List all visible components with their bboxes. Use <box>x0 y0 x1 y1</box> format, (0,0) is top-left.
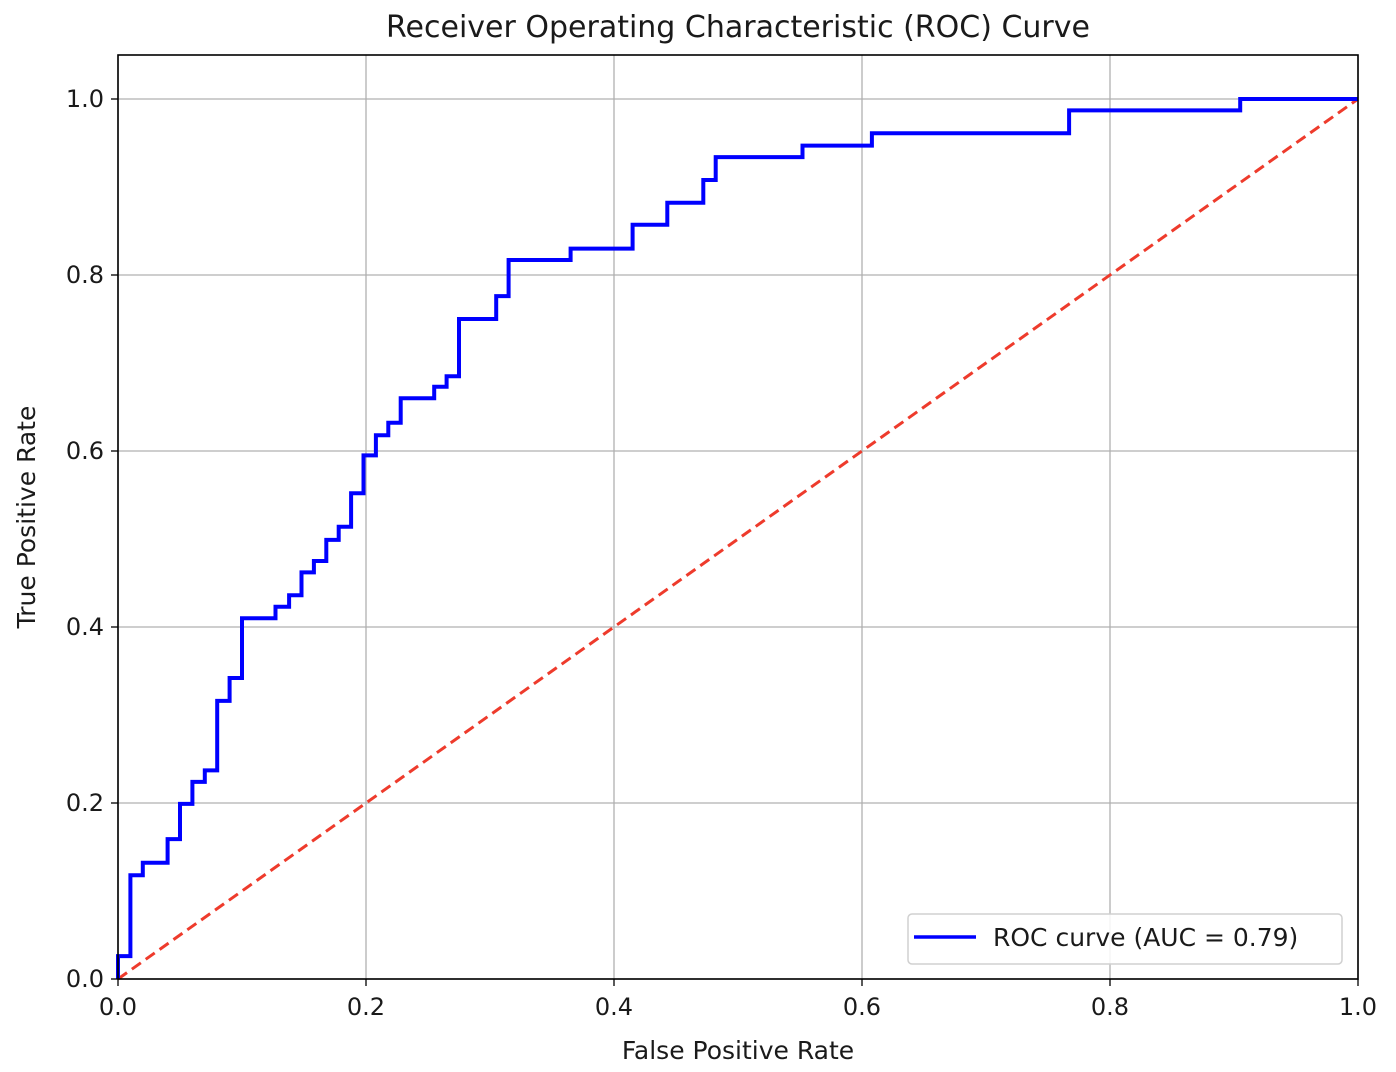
x-tick-label: 0.6 <box>843 993 881 1021</box>
x-tick-label: 0.0 <box>99 993 137 1021</box>
y-axis-label: True Positive Rate <box>12 406 41 630</box>
legend-box <box>907 913 1343 965</box>
legend-entry-roc: ROC curve (AUC = 0.79) <box>993 923 1298 952</box>
x-tick-label: 0.2 <box>347 993 385 1021</box>
x-tick-label: 0.4 <box>595 993 633 1021</box>
plot-frame <box>117 54 1359 980</box>
roc-curve-line <box>116 97 1358 979</box>
y-tick-label: 0.6 <box>66 437 104 465</box>
y-axis: 0.0 0.2 0.4 0.6 0.8 1.0 <box>66 85 118 993</box>
x-axis: 0.0 0.2 0.4 0.6 0.8 1.0 <box>99 979 1377 1021</box>
y-tick-label: 0.8 <box>66 261 104 289</box>
y-tick-label: 1.0 <box>66 85 104 113</box>
random-classifier-line <box>117 97 1359 981</box>
legend: ROC curve (AUC = 0.79) <box>907 913 1343 965</box>
x-tick-label: 1.0 <box>1339 993 1377 1021</box>
y-tick-label: 0.4 <box>66 613 104 641</box>
y-tick-label: 0.0 <box>66 965 104 993</box>
series-layer <box>116 97 1359 981</box>
chart-title: Receiver Operating Characteristic (ROC) … <box>386 10 1090 45</box>
y-tick-label: 0.2 <box>66 789 104 817</box>
x-axis-label: False Positive Rate <box>622 1036 854 1065</box>
x-tick-label: 0.8 <box>1091 993 1129 1021</box>
